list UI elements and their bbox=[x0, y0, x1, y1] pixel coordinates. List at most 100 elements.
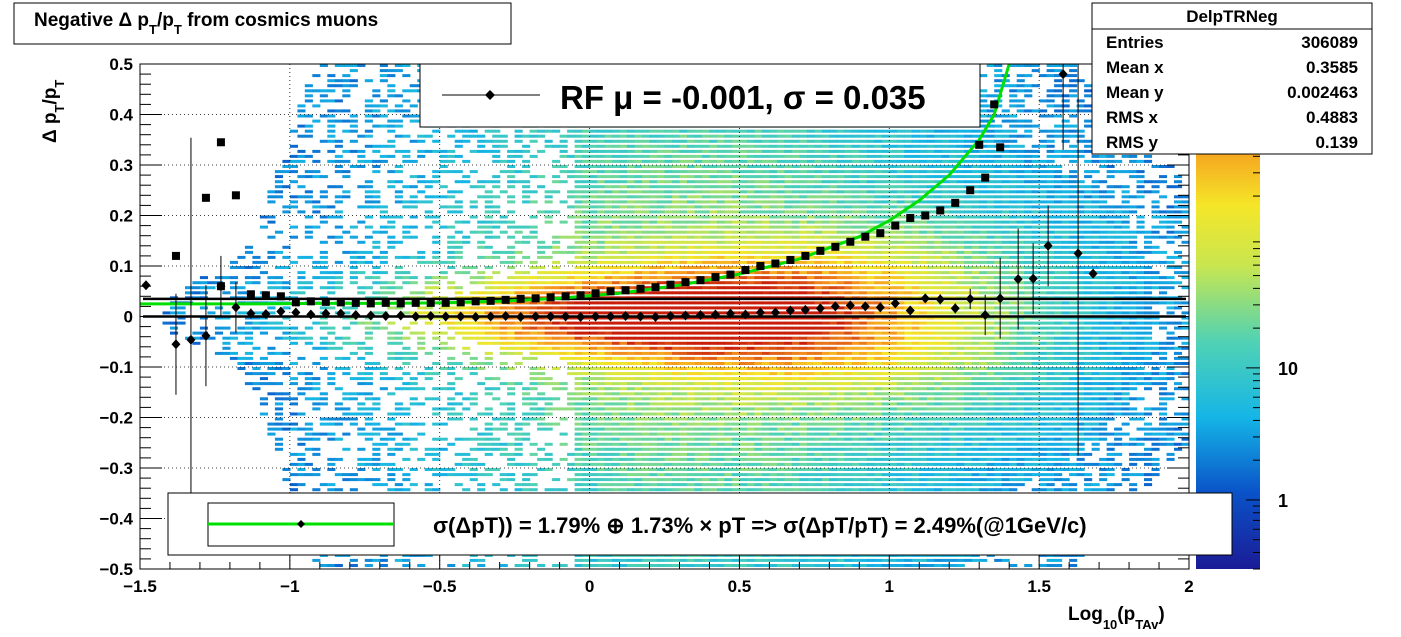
heatmap-cell bbox=[432, 468, 441, 471]
heatmap-cell bbox=[702, 447, 711, 451]
heatmap-cell bbox=[409, 200, 418, 204]
heatmap-cell bbox=[776, 316, 785, 320]
heatmap-cell bbox=[724, 245, 733, 249]
heatmap-cell bbox=[282, 326, 291, 330]
heatmap-cell bbox=[469, 478, 478, 482]
heatmap-cell bbox=[694, 291, 703, 295]
heatmap-cell bbox=[297, 291, 306, 295]
heatmap-cell bbox=[664, 447, 673, 451]
heatmap-cell bbox=[761, 306, 770, 310]
heatmap-cell bbox=[784, 225, 793, 229]
heatmap-cell bbox=[319, 205, 328, 209]
heatmap-cell bbox=[349, 266, 358, 269]
heatmap-cell bbox=[702, 397, 711, 401]
heatmap-cell bbox=[394, 558, 403, 562]
heatmap-cell bbox=[724, 170, 733, 174]
heatmap-cell bbox=[514, 230, 523, 234]
heatmap-cell bbox=[739, 291, 748, 295]
heatmap-cell bbox=[739, 245, 748, 249]
heatmap-cell bbox=[739, 437, 748, 441]
heatmap-cell bbox=[589, 159, 598, 163]
heatmap-cell bbox=[642, 331, 651, 335]
heatmap-cell bbox=[672, 144, 681, 148]
heatmap-cell bbox=[432, 281, 441, 285]
heatmap-cell bbox=[754, 442, 763, 446]
heatmap-cell bbox=[507, 457, 516, 461]
heatmap-cell bbox=[627, 230, 636, 234]
heatmap-cell bbox=[634, 564, 643, 567]
heatmap-cell bbox=[552, 316, 561, 320]
heatmap-cell bbox=[702, 407, 711, 411]
heatmap-cell bbox=[589, 452, 598, 456]
heatmap-cell bbox=[589, 139, 598, 143]
heatmap-cell bbox=[574, 382, 583, 386]
heatmap-cell bbox=[731, 205, 740, 209]
heatmap-cell bbox=[499, 281, 508, 285]
heatmap-cell bbox=[492, 144, 501, 148]
heatmap-cell bbox=[672, 387, 681, 391]
heatmap-cell bbox=[334, 473, 343, 477]
heatmap-cell bbox=[582, 478, 591, 482]
heatmap-cell bbox=[791, 452, 800, 456]
heatmap-cell bbox=[664, 276, 673, 280]
heatmap-cell bbox=[664, 291, 673, 295]
heatmap-cell bbox=[409, 387, 418, 391]
heatmap-cell bbox=[507, 180, 516, 184]
heatmap-cell bbox=[237, 356, 246, 360]
heatmap-cell bbox=[672, 437, 681, 441]
heatmap-cell bbox=[679, 139, 688, 143]
heatmap-cell bbox=[409, 276, 418, 280]
heatmap-cell bbox=[612, 326, 621, 330]
heatmap-cell bbox=[582, 362, 591, 365]
heatmap-cell bbox=[589, 336, 598, 340]
heatmap-cell bbox=[724, 129, 733, 133]
heatmap-cell bbox=[709, 154, 718, 158]
heatmap-cell bbox=[694, 235, 703, 239]
heatmap-cell bbox=[582, 129, 591, 133]
heatmap-cell bbox=[627, 483, 636, 487]
heatmap-cell bbox=[484, 427, 493, 431]
heatmap-cell bbox=[649, 387, 658, 391]
heatmap-cell bbox=[327, 417, 336, 421]
heatmap-cell bbox=[769, 488, 778, 492]
heatmap-cell bbox=[776, 149, 785, 153]
heatmap-cell bbox=[484, 331, 493, 335]
heatmap-cell bbox=[784, 422, 793, 426]
heatmap-cell bbox=[379, 124, 388, 128]
heatmap-cell bbox=[387, 170, 396, 174]
heatmap-cell bbox=[312, 200, 321, 204]
heatmap-cell bbox=[627, 473, 636, 477]
heatmap-cell bbox=[739, 417, 748, 421]
heatmap-cell bbox=[484, 392, 493, 396]
heatmap-cell bbox=[612, 180, 621, 184]
heatmap-cell bbox=[664, 185, 673, 189]
heatmap-cell bbox=[754, 276, 763, 280]
heatmap-cell bbox=[642, 564, 651, 567]
heatmap-cell bbox=[469, 462, 478, 466]
heatmap-cell bbox=[627, 215, 636, 219]
heatmap-cell bbox=[334, 336, 343, 340]
heatmap-cell bbox=[574, 362, 583, 365]
heatmap-cell bbox=[672, 200, 681, 204]
heatmap-cell bbox=[424, 483, 433, 487]
heatmap-cell bbox=[252, 281, 261, 285]
heatmap-cell bbox=[417, 372, 426, 376]
heatmap-cell bbox=[642, 215, 651, 219]
heatmap-cell bbox=[364, 478, 373, 482]
heatmap-cell bbox=[170, 331, 179, 335]
heatmap-cell bbox=[597, 402, 606, 406]
heatmap-cell bbox=[634, 356, 643, 360]
heatmap-cell bbox=[776, 427, 785, 431]
heatmap-cell bbox=[612, 215, 621, 219]
heatmap-cell bbox=[769, 397, 778, 401]
heatmap-cell bbox=[657, 255, 666, 259]
heatmap-cell bbox=[282, 316, 291, 320]
heatmap-cell bbox=[769, 276, 778, 280]
heatmap-cell bbox=[664, 230, 673, 234]
heatmap-cell bbox=[724, 134, 733, 138]
heatmap-cell bbox=[739, 200, 748, 204]
heatmap-cell bbox=[709, 397, 718, 401]
heatmap-cell bbox=[597, 351, 606, 355]
heatmap-cell bbox=[552, 180, 561, 184]
heatmap-cell bbox=[582, 341, 591, 345]
